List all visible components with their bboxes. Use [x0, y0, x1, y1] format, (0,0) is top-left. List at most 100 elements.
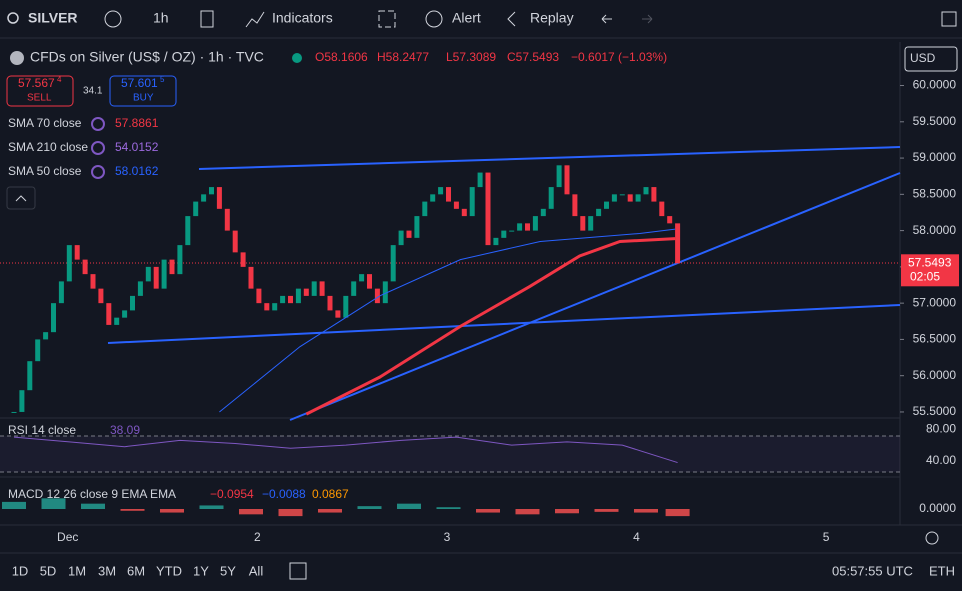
candle: [169, 259, 175, 275]
range-button[interactable]: 1M: [68, 563, 86, 578]
sell-label: SELL: [27, 93, 52, 104]
range-button[interactable]: 5Y: [220, 563, 236, 578]
signal-value: −0.0088: [262, 487, 306, 501]
macd-label: MACD 12 26 close 9 EMA EMA: [8, 487, 176, 501]
candle: [359, 274, 365, 282]
layout-icon[interactable]: [378, 10, 396, 28]
hist-value: 0.0867: [312, 487, 349, 501]
collapse-button[interactable]: [6, 186, 36, 210]
candle: [477, 172, 483, 188]
sell-price-sup: 4: [57, 75, 62, 84]
candle: [295, 288, 301, 304]
candle: [509, 230, 515, 232]
legend-value: 58.0162: [115, 164, 159, 178]
candle: [651, 187, 657, 202]
add-icon[interactable]: [104, 10, 122, 28]
range-button[interactable]: 1Y: [193, 563, 209, 578]
legend-icon: [91, 117, 105, 131]
range-button[interactable]: YTD: [156, 563, 182, 578]
legend-icon: [91, 165, 105, 179]
candle: [303, 288, 309, 296]
y-tick-label: 0.0000: [919, 501, 956, 515]
candle: [501, 230, 507, 238]
candle: [596, 208, 602, 217]
candle: [58, 281, 64, 304]
macd-hist-bar: [476, 509, 500, 513]
candle: [106, 303, 112, 325]
market-status: [292, 53, 302, 63]
candle: [161, 259, 167, 289]
date-range-icon[interactable]: [289, 562, 307, 580]
range-button[interactable]: 6M: [127, 563, 145, 578]
macd-hist-bar: [665, 509, 690, 517]
undo[interactable]: [601, 14, 612, 24]
sell-button[interactable]: [6, 75, 74, 107]
buy-price-sup: 5: [160, 75, 165, 84]
range-button[interactable]: 3M: [98, 563, 116, 578]
trendline: [289, 172, 901, 421]
candle: [90, 274, 96, 289]
y-tick-label: 57.0000: [913, 295, 957, 309]
currency-select[interactable]: [904, 46, 958, 72]
y-tick-label: 60.0000: [913, 78, 957, 92]
y-tick-label: 59.0000: [913, 150, 957, 164]
candle: [438, 187, 444, 195]
candle: [335, 310, 341, 318]
candle: [453, 201, 459, 209]
indicators[interactable]: Indicators: [272, 10, 333, 26]
candle: [430, 194, 436, 202]
candle: [367, 274, 372, 289]
alert[interactable]: Alert: [452, 10, 481, 26]
candle: [422, 201, 428, 217]
candle: [675, 223, 681, 264]
chart-type-icon[interactable]: [200, 10, 214, 28]
last-price: 57.5493: [908, 255, 952, 269]
interval[interactable]: 1h: [153, 10, 169, 26]
macd-hist-bar: [2, 501, 26, 509]
clock: 05:57:55 UTC: [832, 563, 913, 578]
candle: [43, 332, 49, 340]
candle: [224, 208, 230, 231]
fullscreen[interactable]: [941, 11, 957, 27]
replay[interactable]: Replay: [530, 10, 574, 26]
candle: [98, 288, 104, 304]
candle: [414, 216, 420, 238]
search-icon[interactable]: [7, 12, 19, 24]
session[interactable]: ETH: [929, 563, 955, 578]
buy-button[interactable]: [109, 75, 177, 107]
range-button[interactable]: 1D: [12, 563, 29, 578]
ohlc-high: H58.2477: [377, 50, 429, 64]
candle: [611, 194, 617, 202]
candle: [548, 187, 554, 209]
candle: [667, 216, 673, 224]
candle: [343, 295, 349, 318]
collapse-icon: [15, 195, 27, 202]
macd-hist-bar: [594, 509, 619, 512]
candle: [604, 201, 609, 209]
macd-hist-bar: [199, 505, 224, 509]
candle: [588, 216, 594, 231]
rsi-band: [0, 436, 900, 472]
candle: [493, 237, 499, 246]
alert-icon[interactable]: [425, 10, 443, 28]
sell-price: 57.567: [18, 76, 55, 90]
redo[interactable]: [642, 14, 653, 24]
indicators-icon[interactable]: [245, 11, 265, 28]
candle: [564, 165, 570, 195]
macd-hist-bar: [515, 509, 540, 515]
macd-hist-bar: [239, 509, 263, 515]
range-button[interactable]: 5D: [40, 563, 57, 578]
range-button[interactable]: All: [249, 563, 264, 578]
settings[interactable]: [925, 531, 939, 545]
candle: [114, 317, 120, 325]
candle: [580, 216, 586, 231]
y-tick-label: 55.5000: [913, 404, 957, 418]
symbol[interactable]: SILVER: [28, 10, 78, 26]
y-tick-label: 58.5000: [913, 187, 957, 201]
replay-icon[interactable]: [507, 11, 516, 27]
candle: [280, 295, 286, 304]
candle: [288, 295, 293, 304]
candle: [216, 187, 222, 209]
macd-value: −0.0954: [210, 487, 254, 501]
